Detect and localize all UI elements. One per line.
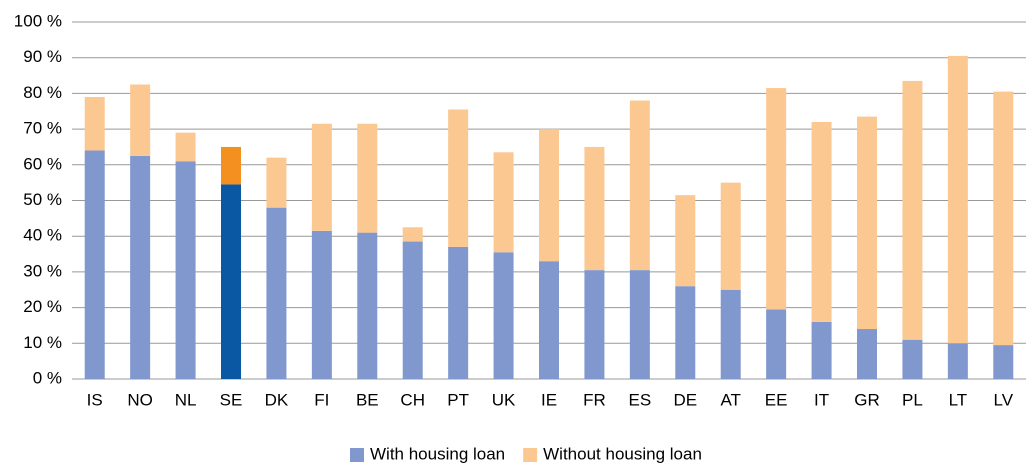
x-tick-label: PT [447,390,469,409]
bar-segment [266,207,287,379]
y-tick-label: 30 % [23,261,62,280]
x-tick-label: ES [629,390,652,409]
bar-segment [402,227,423,242]
bar-segment [311,123,332,231]
bar-segment [130,155,151,379]
bar-segment [448,246,469,379]
bar-segment [175,161,196,379]
bar-segment [947,55,968,344]
bar-segment [448,109,469,247]
bar-segment [584,270,605,379]
bar-segment [811,321,832,379]
x-tick-label: BE [356,390,379,409]
y-tick-label: 40 % [23,226,62,245]
bar-segment [675,286,696,379]
y-tick-label: 80 % [23,83,62,102]
bar-segment [675,195,696,287]
y-tick-label: 50 % [23,190,62,209]
bar-segment [539,261,559,379]
x-tick-label: SE [220,390,243,409]
x-tick-label: DK [265,390,289,409]
bar-segment [493,152,514,253]
x-tick-label: DE [673,390,697,409]
legend-label: With housing loan [370,444,505,463]
bar-segment [902,80,923,340]
x-tick-label: CH [400,390,425,409]
bar-segment [84,150,105,379]
x-tick-label: UK [492,390,516,409]
legend-swatch [350,448,364,462]
bar-segment [402,241,423,379]
bar-segment [629,100,650,271]
bar-segment [584,146,605,271]
y-tick-label: 20 % [23,297,62,316]
x-tick-label: PL [902,390,923,409]
x-tick-label: GR [854,390,880,409]
bar-segment [493,252,514,379]
x-tick-label: EE [765,390,788,409]
bar-segment [811,121,832,322]
bar-segment [539,129,559,262]
bar-segment [947,343,968,379]
bar-segment [766,309,787,379]
bar-segment [84,96,105,151]
bar-segment [857,329,877,379]
bar-segment [175,132,196,162]
x-tick-label: IT [814,390,829,409]
bar-segment [902,339,923,379]
y-tick-label: 70 % [23,119,62,138]
bar-segment [357,123,378,233]
x-tick-label: LV [994,390,1014,409]
y-tick-label: 0 % [33,368,62,387]
x-tick-label: NL [175,390,197,409]
bar-segment [629,270,650,379]
x-tick-label: IS [87,390,103,409]
y-tick-label: 10 % [23,333,62,352]
bar-segment [266,157,287,208]
legend-label: Without housing loan [543,444,702,463]
bar-segment [993,91,1014,346]
bar-segment [311,230,332,379]
bar-segment [130,84,151,156]
bar-segment [720,289,741,379]
x-tick-label: FR [583,390,606,409]
x-tick-label: AT [720,390,740,409]
y-tick-label: 90 % [23,47,62,66]
bar-segment [357,232,378,379]
bar-segment [857,116,877,330]
x-tick-label: IE [541,390,557,409]
bar-segment [221,146,241,185]
bar-segment [766,88,787,310]
y-tick-label: 60 % [23,154,62,173]
legend-swatch [523,448,538,462]
bar-segment [221,184,241,379]
x-tick-label: FI [314,390,329,409]
x-tick-label: NO [127,390,153,409]
x-tick-label: LT [949,390,968,409]
y-tick-label: 100 % [14,11,62,30]
bar-segment [720,182,741,290]
bar-segment [993,345,1014,379]
